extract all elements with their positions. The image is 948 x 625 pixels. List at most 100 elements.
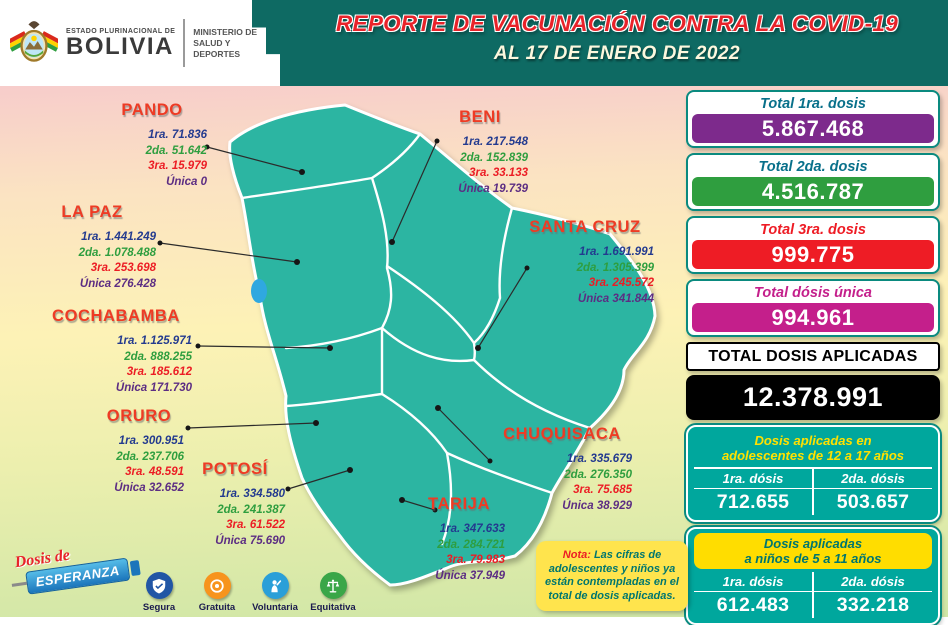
adolescents-title-line2: adolescentes de 12 a 17 años [721, 448, 905, 463]
department-stats-santa-cruz: SANTA CRUZ 1ra. 1.691.991 2da. 1.305.399… [516, 217, 654, 307]
dose-value: 334.580 [243, 488, 285, 500]
dose-value: 1.691.991 [602, 246, 654, 258]
department-dose-values: 1ra. 334.580 2da. 241.387 3ra. 61.522 Ún… [185, 487, 285, 549]
dose-row-1: 1ra. 1.125.971 [40, 334, 192, 350]
dosis-de-esperanza-logo: Dosis de ESPERANZA [8, 537, 141, 597]
children-col2-header: 2da. dósis [814, 572, 932, 592]
dose-row-unique: Única 37.949 [413, 569, 505, 585]
dose-label: 1ra. [462, 136, 484, 148]
dose-row-2: 2da. 241.387 [185, 503, 285, 519]
principle-gratuita: Gratuita [194, 572, 240, 613]
total-dose-2-panel: Total 2da. dosis 4.516.787 [686, 153, 940, 211]
total-unique-dose-title: Total dósis única [754, 285, 872, 301]
dose-value: 19.739 [492, 182, 528, 195]
principle-segura: Segura [136, 572, 182, 613]
dose-row-2: 2da. 51.642 [97, 144, 207, 160]
children-col-1: 1ra. dósis 612.483 [694, 572, 814, 618]
department-name: ORURO [106, 407, 172, 425]
dose-row-1: 1ra. 217.548 [432, 135, 528, 151]
dose-label: 2da. [124, 350, 148, 363]
dose-value: 347.633 [463, 523, 505, 535]
dose-value: 0 [200, 175, 207, 188]
department-name: BENI [459, 108, 501, 126]
children-col1-value: 612.483 [716, 594, 790, 616]
dose-label: Única [166, 175, 198, 188]
children-title-line1: Dosis aplicadas [763, 536, 863, 551]
dose-value: 241.387 [243, 503, 285, 516]
dose-value: 51.642 [171, 144, 207, 157]
dose-row-1: 1ra. 347.633 [413, 522, 505, 538]
children-title-line2: a niños de 5 a 11 años [744, 551, 882, 566]
department-dose-values: 1ra. 1.691.991 2da. 1.305.399 3ra. 245.5… [516, 245, 654, 307]
department-dose-values: 1ra. 1.441.249 2da. 1.078.488 3ra. 253.6… [28, 230, 156, 292]
dose-label: 3ra. [226, 519, 247, 531]
adolescents-panel: Dosis aplicadas en adolescentes de 12 a … [686, 425, 940, 522]
dose-row-1: 1ra. 300.951 [94, 434, 184, 450]
dose-row-3: 3ra. 245.572 [516, 276, 654, 292]
report-date-subtitle: AL 17 DE ENERO DE 2022 [493, 43, 741, 64]
adolescents-columns: 1ra. dósis 712.655 2da. dósis 503.657 [694, 469, 932, 515]
dose-value: 71.836 [171, 129, 207, 141]
children-columns: 1ra. dósis 612.483 2da. dósis 332.218 [694, 572, 932, 618]
dose-label: 2da. [116, 450, 140, 463]
dose-label: 2da. [437, 538, 461, 551]
dose-label: Única [435, 569, 467, 582]
dose-value: 253.698 [114, 262, 156, 274]
department-stats-cochabamba: COCHABAMBA 1ra. 1.125.971 2da. 888.255 3… [40, 306, 192, 396]
dose-label: Única [215, 534, 247, 547]
total-unique-dose-value: 994.961 [692, 303, 934, 332]
syringe-needle [11, 581, 28, 587]
dose-label: 2da. [564, 468, 588, 481]
dose-label: 3ra. [90, 262, 112, 274]
dose-value: 237.706 [142, 450, 184, 463]
dose-row-2: 2da. 888.255 [40, 350, 192, 366]
department-name: SANTA CRUZ [529, 218, 641, 236]
bolivia-map [228, 103, 657, 587]
grand-total-panel: TOTAL DOSIS APLICADAS 12.378.991 [686, 342, 940, 420]
header-bar: REPORTE DE VACUNACIÓN CONTRA LA COVID-19… [0, 0, 948, 86]
dose-row-unique: Única 171.730 [40, 381, 192, 397]
dose-row-2: 2da. 1.078.488 [28, 246, 156, 262]
total-dose-3-panel: Total 3ra. dosis 999.775 [686, 216, 940, 274]
children-panel: Dosis aplicadas a niños de 5 a 11 años 1… [686, 527, 940, 625]
bolivia-coat-of-arms-icon [10, 21, 58, 62]
dose-label: 3ra. [126, 366, 148, 378]
total-dose-3-value: 999.775 [692, 240, 934, 269]
dose-value: 185.612 [150, 366, 192, 378]
department-stats-tarija: TARIJA 1ra. 347.633 2da. 284.721 3ra. 79… [413, 494, 505, 584]
dose-row-2: 2da. 237.706 [94, 450, 184, 466]
dose-value: 341.844 [612, 292, 654, 305]
dose-value: 300.951 [142, 435, 184, 447]
children-col1-header: 1ra. dósis [694, 572, 812, 592]
dose-label: Única [562, 499, 594, 512]
dose-value: 152.839 [486, 151, 528, 164]
report-title: REPORTE DE VACUNACIÓN CONTRA LA COVID-19 [335, 11, 899, 36]
department-name: PANDO [121, 101, 183, 119]
dose-value: 32.652 [148, 481, 184, 494]
dose-label: 2da. [217, 503, 241, 516]
header-titles: REPORTE DE VACUNACIÓN CONTRA LA COVID-19… [292, 11, 942, 65]
dose-row-3: 3ra. 185.612 [40, 365, 192, 381]
dose-label: 2da. [145, 144, 169, 157]
department-dose-values: 1ra. 347.633 2da. 284.721 3ra. 79.983 Ún… [413, 522, 505, 584]
org-name: BOLIVIA [66, 32, 174, 60]
department-stats-chuquisaca: CHUQUISACA 1ra. 335.679 2da. 276.350 3ra… [492, 424, 632, 514]
principle-label: Gratuita [198, 602, 236, 613]
dose-label: 1ra. [439, 523, 461, 535]
logo-divider [183, 19, 186, 67]
department-dose-values: 1ra. 71.836 2da. 51.642 3ra. 15.979 Únic… [97, 128, 207, 190]
ministry-name: MINISTERIO DE SALUD Y DEPORTES [193, 26, 258, 59]
total-dose-3-title: Total 3ra. dosis [760, 222, 866, 238]
principle-label: Equitativa [310, 602, 356, 613]
department-name: CHUQUISACA [503, 425, 621, 443]
dose-label: Única [458, 182, 490, 195]
scales-icon [319, 572, 347, 599]
total-dose-2-title: Total 2da. dosis [758, 159, 868, 175]
dose-row-unique: Única 32.652 [94, 481, 184, 497]
children-col-2: 2da. dósis 332.218 [814, 572, 932, 618]
dose-label: 2da. [460, 151, 484, 164]
dose-label: 1ra. [81, 231, 102, 243]
total-unique-dose-panel: Total dósis única 994.961 [686, 279, 940, 337]
department-stats-beni: BENI 1ra. 217.548 2da. 152.839 3ra. 33.1… [432, 107, 528, 197]
dose-value: 276.428 [114, 277, 156, 290]
